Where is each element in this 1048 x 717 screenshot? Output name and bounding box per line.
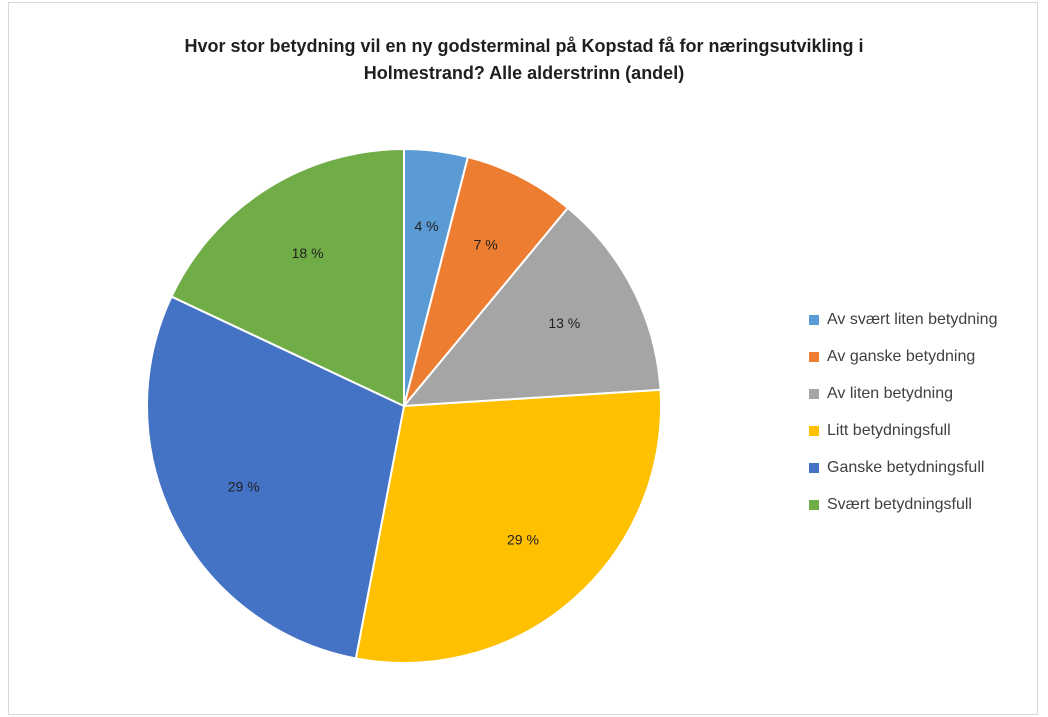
legend-label: Av svært liten betydning [827,310,998,328]
legend-label: Av liten betydning [827,384,954,402]
data-label: 29 % [507,532,539,548]
legend-label: Ganske betydningsfull [827,458,985,476]
pie-slice [403,155,570,407]
data-label: 29 % [228,478,260,494]
legend-item: Av ganske betydning [809,338,997,375]
legend-item: Av liten betydning [809,375,997,412]
chart-title-line-1: Hvor stor betydning vil en ny godstermin… [184,36,864,56]
chart-title-line-2: Holmestrand? Alle alderstrinn (andel) [363,63,685,83]
legend-label: Svært betydningsfull [827,495,972,513]
pie-slice [170,147,405,408]
legend-item: Av svært liten betydning [809,301,997,338]
legend-swatch [809,314,819,325]
legend-item: Litt betydningsfull [809,412,997,449]
legend-label: Litt betydningsfull [827,421,951,439]
legend-swatch [809,425,819,436]
pie-chart: 4 % 7 % 13 % 29 % 29 % 18 % [146,147,662,664]
data-label: 18 % [292,245,324,261]
data-label: 13 % [548,315,580,331]
data-label: 7 % [474,236,498,252]
legend-item: Svært betydningsfull [809,486,997,523]
legend-item: Ganske betydningsfull [809,449,997,486]
legend-label: Av ganske betydning [827,347,976,365]
legend: Av svært liten betydning Av ganske betyd… [809,301,997,523]
chart-area: Hvor stor betydning vil en ny godstermin… [8,2,1038,715]
pie-slice [354,388,662,664]
data-label: 4 % [414,218,438,234]
legend-swatch [809,462,819,473]
pie-slice [401,206,662,408]
legend-swatch [809,388,819,399]
chart-title: Hvor stor betydning vil en ny godstermin… [9,33,1039,87]
legend-swatch [809,351,819,362]
pie-slice [146,295,406,660]
legend-swatch [809,499,819,510]
